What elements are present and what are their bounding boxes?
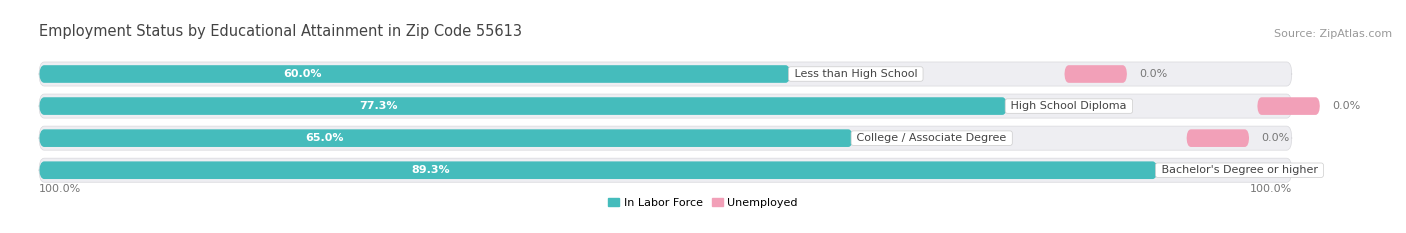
FancyBboxPatch shape (1257, 97, 1320, 115)
Text: 60.0%: 60.0% (283, 69, 322, 79)
Text: Employment Status by Educational Attainment in Zip Code 55613: Employment Status by Educational Attainm… (39, 24, 522, 39)
Text: Bachelor's Degree or higher: Bachelor's Degree or higher (1157, 165, 1322, 175)
Text: Source: ZipAtlas.com: Source: ZipAtlas.com (1274, 29, 1392, 39)
Text: 0.0%: 0.0% (1261, 133, 1289, 143)
FancyBboxPatch shape (39, 126, 1292, 150)
Text: 100.0%: 100.0% (39, 184, 82, 194)
Legend: In Labor Force, Unemployed: In Labor Force, Unemployed (603, 193, 803, 212)
Text: 65.0%: 65.0% (305, 133, 343, 143)
FancyBboxPatch shape (39, 158, 1292, 182)
FancyBboxPatch shape (39, 65, 790, 83)
Text: High School Diploma: High School Diploma (1007, 101, 1130, 111)
Text: 89.3%: 89.3% (412, 165, 450, 175)
Text: College / Associate Degree: College / Associate Degree (853, 133, 1010, 143)
Text: 100.0%: 100.0% (1250, 184, 1292, 194)
FancyBboxPatch shape (39, 161, 1157, 179)
Text: 0.0%: 0.0% (1333, 101, 1361, 111)
Text: 77.3%: 77.3% (359, 101, 398, 111)
Text: 0.0%: 0.0% (1139, 69, 1168, 79)
Text: Less than High School: Less than High School (790, 69, 921, 79)
FancyBboxPatch shape (39, 62, 1292, 86)
FancyBboxPatch shape (39, 129, 853, 147)
FancyBboxPatch shape (39, 94, 1292, 118)
FancyBboxPatch shape (39, 97, 1007, 115)
FancyBboxPatch shape (1187, 129, 1249, 147)
FancyBboxPatch shape (1064, 65, 1128, 83)
